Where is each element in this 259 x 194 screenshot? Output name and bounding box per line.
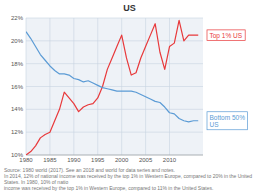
x-tick-label: 1990 bbox=[67, 157, 81, 163]
grid-line bbox=[26, 132, 203, 133]
x-tick-label: 2005 bbox=[139, 157, 153, 163]
grid-line bbox=[97, 18, 98, 155]
series-label-line: Bottom 50% bbox=[210, 114, 246, 121]
footnotes: Source: 1980 world (2017). See an 2018 a… bbox=[4, 167, 252, 191]
grid-line bbox=[169, 18, 170, 155]
series-label-line: Top 1% US bbox=[210, 32, 243, 40]
series-label: Bottom 50%US bbox=[207, 112, 248, 130]
grid-line bbox=[26, 40, 203, 41]
footnote: In 2014, 12% of national income was rece… bbox=[4, 173, 252, 185]
grid-line bbox=[26, 18, 203, 19]
x-tick-label: 1980 bbox=[19, 157, 33, 163]
series-line bbox=[26, 20, 198, 155]
grid-line bbox=[26, 109, 203, 110]
grid-line bbox=[26, 63, 203, 64]
y-tick-label: 20% bbox=[11, 38, 24, 44]
series-label-text: Top 1% US bbox=[210, 32, 243, 40]
y-tick-label: 18% bbox=[11, 61, 24, 67]
grid bbox=[26, 18, 203, 155]
x-axis-line bbox=[26, 155, 203, 156]
footnote-line: income was received by the top 1% in Wes… bbox=[4, 185, 213, 191]
y-tick-label: 14% bbox=[11, 106, 24, 112]
plot-background bbox=[26, 18, 203, 155]
y-tick-label: 16% bbox=[11, 84, 24, 90]
grid-line bbox=[26, 86, 203, 87]
grid-line bbox=[49, 18, 50, 155]
grid-line bbox=[26, 18, 27, 155]
grid-line bbox=[145, 18, 146, 155]
x-tick-label: 1995 bbox=[91, 157, 105, 163]
series-line bbox=[26, 32, 198, 122]
series-label-line: US bbox=[210, 121, 220, 128]
title: US bbox=[123, 3, 136, 13]
chart: US Source: 1980 world (2017). See an 2018… bbox=[0, 0, 259, 194]
series-label-box bbox=[207, 30, 245, 41]
y-tick-label: 22% bbox=[11, 15, 24, 21]
grid-line bbox=[73, 18, 74, 155]
series-label: Top 1% US bbox=[207, 30, 245, 41]
ticks: 10%12%14%16%18%20%22%1980198519901995200… bbox=[11, 15, 177, 163]
x-tick-label: 2000 bbox=[115, 157, 129, 163]
footnote: income was received by the top 1% in Wes… bbox=[4, 185, 213, 191]
x-tick-label: 2010 bbox=[163, 157, 177, 163]
lines bbox=[26, 20, 198, 155]
y-tick-label: 12% bbox=[11, 129, 24, 135]
series-label-box bbox=[207, 112, 248, 130]
series-label-text: Bottom 50%US bbox=[210, 114, 246, 129]
grid-line bbox=[26, 155, 203, 156]
x-tick-label: 1985 bbox=[43, 157, 57, 163]
